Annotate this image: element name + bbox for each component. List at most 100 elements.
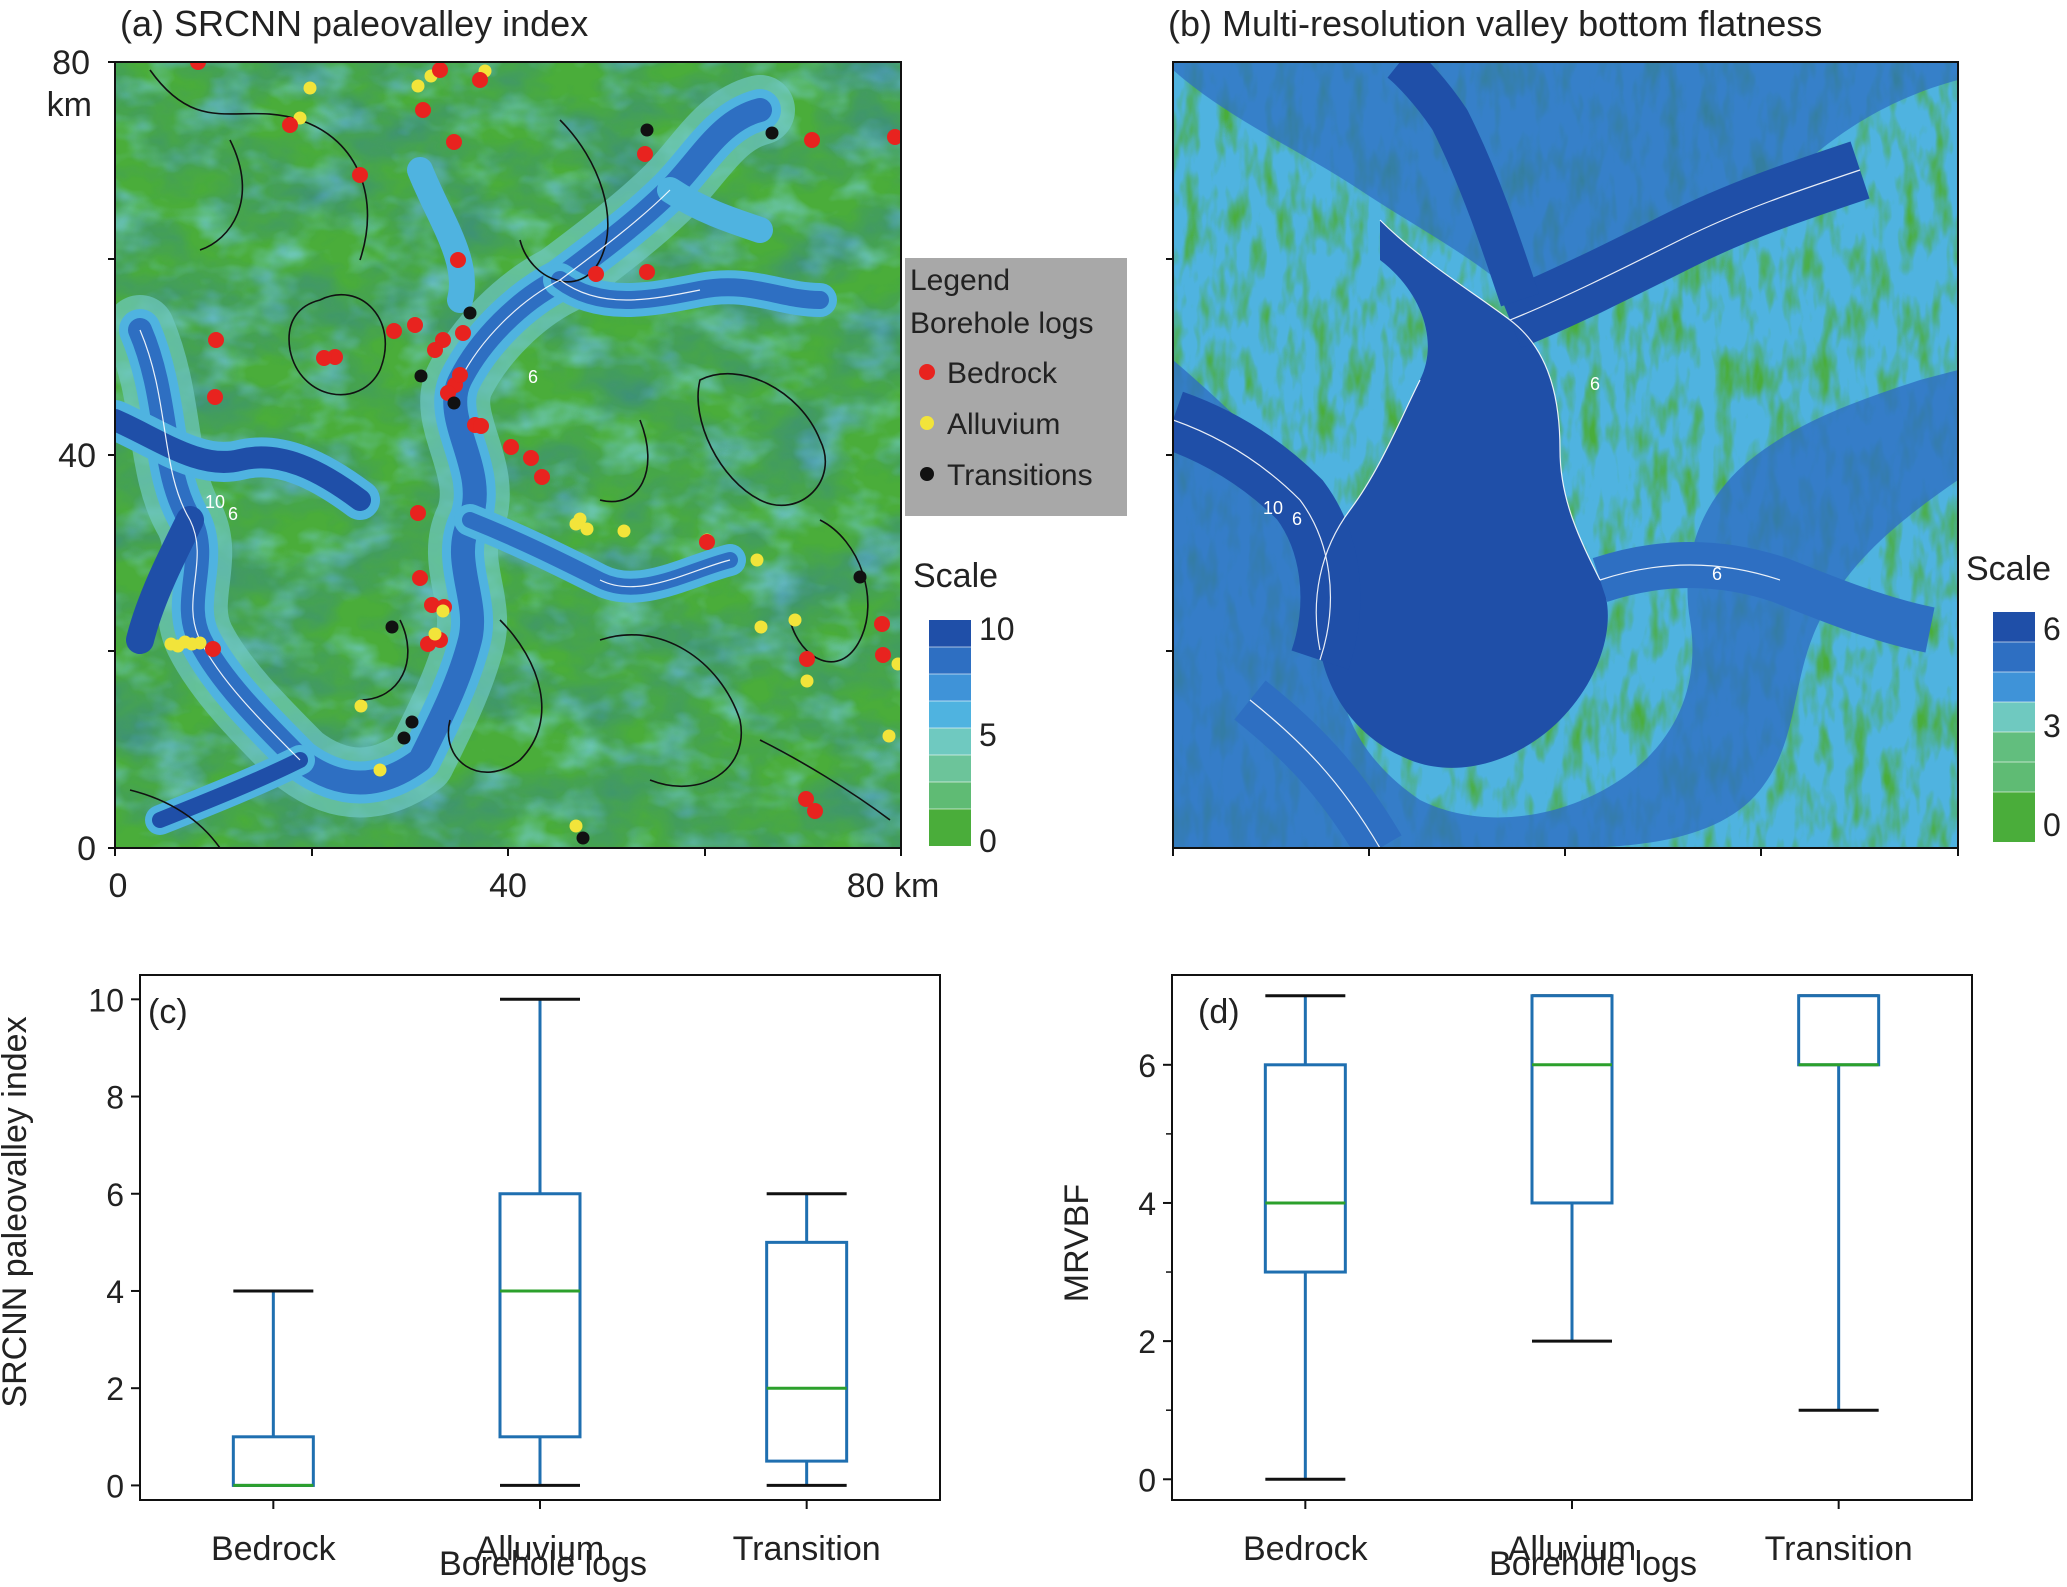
legend-title: Legend (910, 264, 1010, 297)
borehole-point-alluvium (874, 616, 890, 632)
panel-d-y-tick-label: 4 (1138, 1186, 1156, 1222)
borehole-point-transition (576, 831, 590, 845)
borehole-legend: Legend Borehole logs Bedrock Alluvium Tr… (905, 258, 1127, 516)
borehole-point-alluvium (352, 167, 368, 183)
panel-b-white-contours (1173, 169, 1861, 848)
borehole-point-alluvium (427, 342, 443, 358)
panel-b-scale-label-max: 6 (2043, 611, 2061, 647)
panel-d-label: (d) (1198, 993, 1240, 1031)
borehole-point-alluvium (588, 266, 604, 282)
panel-a-scale-label-max: 10 (979, 611, 1015, 647)
borehole-point-alluvium (452, 367, 468, 383)
panel-a-y-tick-label-0: 0 (77, 830, 96, 868)
borehole-point-alluvium (446, 134, 462, 150)
panel-b-contour-label-3: 6 (1292, 509, 1302, 529)
borehole-legend-box (905, 258, 1127, 516)
panel-a-scale-label-mid: 5 (979, 717, 997, 753)
borehole-point-alluvium (473, 418, 489, 434)
panel-a-map: 6 10 6 (115, 62, 901, 848)
borehole-point-bedrock (193, 636, 207, 650)
panel-b-contour-label-2: 10 (1263, 498, 1283, 518)
panel-a-color-scale: Scale 10 5 0 (913, 557, 1015, 859)
borehole-point-alluvium (208, 332, 224, 348)
borehole-point-bedrock (569, 819, 583, 833)
panel-c-y-tick-label: 8 (106, 1080, 124, 1116)
legend-transitions-label: Transitions (947, 459, 1093, 492)
panel-b: (b) Multi-resolution valley bottom flatn… (1166, 3, 2061, 856)
borehole-points (164, 62, 901, 845)
borehole-point-alluvium (415, 102, 431, 118)
borehole-point-transition (765, 126, 779, 140)
panel-d-category-label: Bedrock (1243, 1530, 1369, 1568)
borehole-point-bedrock (617, 524, 631, 538)
borehole-point-bedrock (882, 729, 896, 743)
panel-d-box-transition (1797, 994, 1881, 1067)
panel-c-label: (c) (148, 993, 188, 1031)
borehole-point-alluvium (316, 350, 332, 366)
borehole-point-alluvium (420, 636, 436, 652)
legend-alluvium-marker (920, 416, 934, 430)
borehole-point-alluvium (804, 132, 820, 148)
panel-a: (a) SRCNN paleovalley index (47, 3, 1127, 905)
borehole-point-bedrock (800, 674, 814, 688)
borehole-point-transition (853, 570, 867, 584)
panel-a-black-contours (129, 69, 891, 848)
panel-a-contour-label-2: 10 (205, 492, 225, 512)
borehole-point-alluvium (205, 641, 221, 657)
borehole-point-alluvium (875, 647, 891, 663)
borehole-point-alluvium (407, 317, 423, 333)
panel-c-category-label: Alluvium (476, 1530, 604, 1568)
borehole-point-alluvium (424, 597, 440, 613)
borehole-point-bedrock (750, 553, 764, 567)
borehole-point-alluvium (699, 534, 715, 550)
panel-a-white-contours (139, 189, 731, 761)
panel-d-y-tick-label: 2 (1138, 1324, 1156, 1360)
panel-c: (c) SRCNN paleovalley index Borehole log… (0, 974, 941, 1583)
panel-c-box-alluvium (498, 1192, 582, 1439)
panel-d-y-tick-label: 6 (1138, 1048, 1156, 1084)
legend-bedrock-label: Bedrock (947, 357, 1058, 390)
panel-a-contour-label-3: 6 (228, 504, 238, 524)
panel-a-contour-label-1: 6 (528, 367, 538, 387)
panel-a-y-unit: km (47, 86, 92, 124)
borehole-point-bedrock (569, 517, 583, 531)
borehole-point-transition (385, 620, 399, 634)
borehole-point-bedrock (436, 604, 450, 618)
panel-a-scale-title: Scale (913, 557, 998, 595)
borehole-point-transition (640, 123, 654, 137)
borehole-point-alluvium (503, 439, 519, 455)
legend-alluvium-label: Alluvium (947, 408, 1060, 441)
panel-c-category-label: Bedrock (211, 1530, 337, 1568)
borehole-point-alluvium (472, 72, 488, 88)
panel-c-box-bedrock (231, 1435, 315, 1487)
panel-b-scale-title: Scale (1966, 550, 2051, 588)
panel-a-y-tick-label-80: 80 (52, 44, 90, 82)
borehole-point-bedrock (891, 657, 901, 671)
panel-b-map: 6 10 6 6 (1173, 62, 1958, 848)
borehole-point-alluvium (282, 117, 298, 133)
borehole-point-bedrock (428, 627, 442, 641)
panel-b-title: (b) Multi-resolution valley bottom flatn… (1168, 3, 1822, 44)
panel-d-category-label: Alluvium (1508, 1530, 1636, 1568)
borehole-point-alluvium (450, 252, 466, 268)
panel-c-y-tick-label: 0 (106, 1468, 124, 1504)
panel-c-y-axis-label: SRCNN paleovalley index (0, 1016, 34, 1407)
panel-d-x-axis-label: Borehole logs (1489, 1545, 1697, 1583)
borehole-point-bedrock (411, 79, 425, 93)
borehole-point-transition (405, 715, 419, 729)
borehole-point-alluvium (637, 146, 653, 162)
panel-a-scale-label-min: 0 (979, 823, 997, 859)
borehole-point-alluvium (412, 570, 428, 586)
borehole-point-bedrock (580, 522, 594, 536)
borehole-point-alluvium (887, 129, 901, 145)
borehole-point-bedrock (788, 613, 802, 627)
panel-c-boxplot: 0 2 4 6 8 10 Bedrock Alluvium Transition (88, 982, 880, 1568)
borehole-point-alluvium (455, 325, 471, 341)
panel-c-category-label: Transition (733, 1530, 881, 1568)
panel-a-x-tick-label-40: 40 (489, 867, 527, 905)
panel-b-scale-label-min: 0 (2043, 807, 2061, 843)
panel-a-x-tick-label-0: 0 (109, 867, 128, 905)
borehole-point-alluvium (523, 450, 539, 466)
panel-c-box-transition (765, 1240, 849, 1463)
panel-a-x-axis: 0 40 80 km (109, 848, 939, 905)
